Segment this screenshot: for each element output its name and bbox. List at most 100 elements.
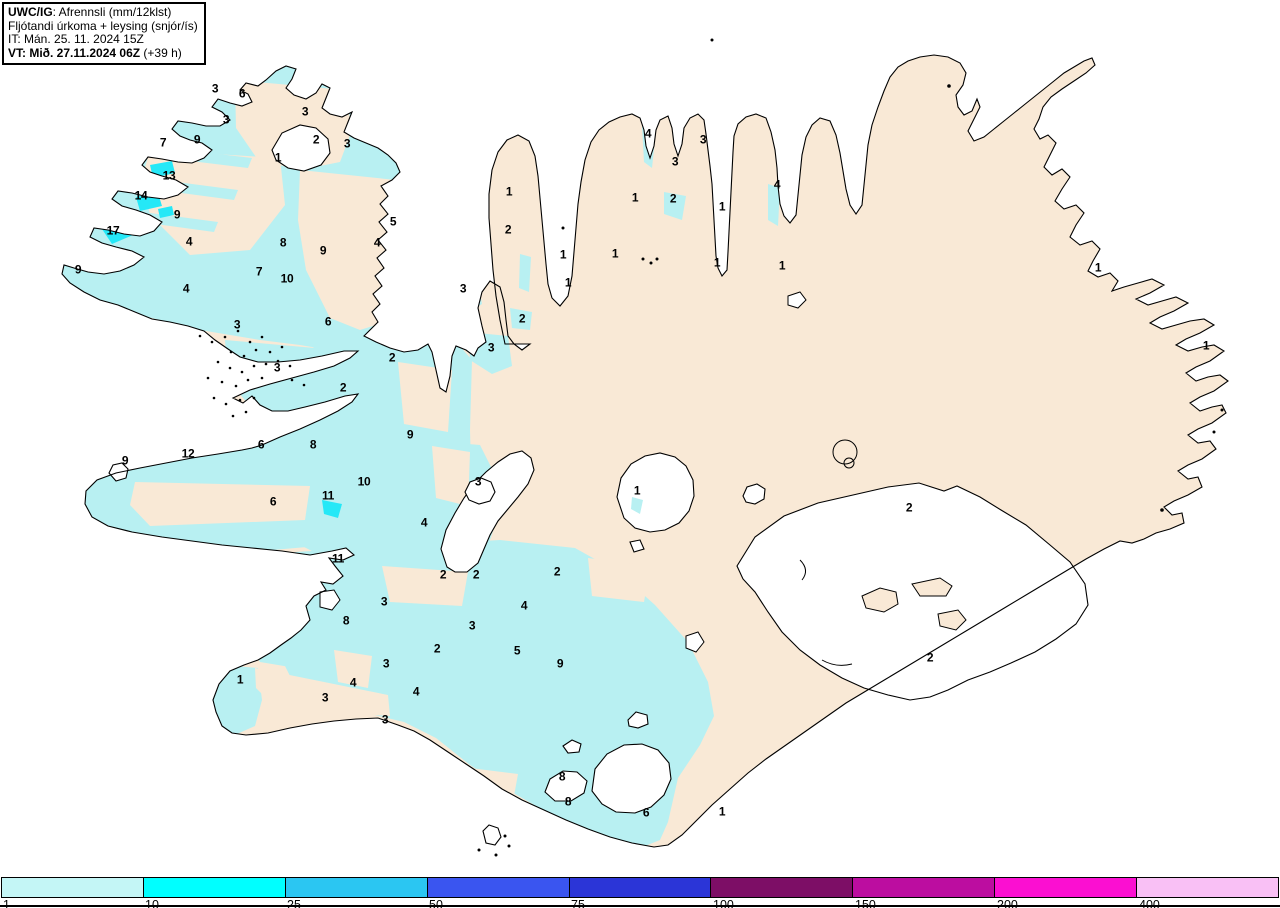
colorbar-segment [568, 877, 712, 898]
colorbar-segment [284, 877, 428, 898]
iceland-runoff-map [61, 38, 1229, 857]
map-value: 3 [301, 104, 309, 119]
map-value: 11 [321, 488, 335, 503]
terrain-detail-outlines [319, 291, 967, 666]
colorbar-tick-label: 100 [713, 898, 734, 908]
map-value: 9 [173, 207, 181, 222]
map-value: 8 [558, 769, 566, 784]
colorbar [1, 877, 1280, 898]
map-value: 1 [559, 247, 567, 262]
map-value: 1 [631, 190, 639, 205]
colorbar-segment [426, 877, 570, 898]
map-value: 9 [121, 453, 129, 468]
map-value: 6 [238, 86, 246, 101]
map-value: 8 [564, 794, 572, 809]
map-value: 2 [433, 641, 441, 656]
land-interior-patches [130, 80, 650, 796]
colorbar-labels: 1 10 25 50 75 100 150 200 400 [1, 898, 1279, 908]
map-value: 1 [778, 258, 786, 273]
map-value: 9 [319, 243, 327, 258]
forecast-info-box: UWC/IG: Afrennsli (mm/12klst) Fljótandi … [2, 2, 206, 65]
map-value: 6 [324, 314, 332, 329]
map-value: 3 [380, 594, 388, 609]
map-value: 12 [181, 446, 195, 461]
map-value: 2 [312, 132, 320, 147]
map-value: 1 [564, 275, 572, 290]
map-value: 1 [611, 246, 619, 261]
map-value: 4 [185, 234, 193, 249]
map-value: 3 [487, 340, 495, 355]
map-value: 1 [713, 255, 721, 270]
map-value: 2 [504, 222, 512, 237]
bottom-divider [0, 905, 1280, 907]
map-value: 3 [459, 281, 467, 296]
map-value: 2 [388, 350, 396, 365]
map-value: 3 [381, 712, 389, 727]
colorbar-tick-label: 75 [571, 898, 585, 908]
map-value: 9 [193, 132, 201, 147]
info-line-init-time: IT: Mán. 25. 11. 2024 15Z [8, 32, 144, 46]
colorbar-tick-label: 50 [429, 898, 443, 908]
map-value: 14 [134, 188, 148, 203]
colorbar-tick-label: 400 [1139, 898, 1160, 908]
map-value: 3 [468, 618, 476, 633]
info-line-valid-time: VT: Mið. 27.11.2024 06Z (+39 h) [8, 45, 182, 60]
colorbar-tick-label: 10 [145, 898, 159, 908]
map-value: 4 [520, 598, 528, 613]
colorbar-segment [1, 877, 144, 898]
map-value: 4 [349, 675, 357, 690]
map-value: 10 [357, 474, 371, 489]
colorbar-segment [994, 877, 1138, 898]
map-value: 2 [472, 567, 480, 582]
map-value: 8 [309, 437, 317, 452]
map-value: 9 [556, 656, 564, 671]
colorbar-tick-label: 200 [997, 898, 1018, 908]
map-value: 13 [162, 168, 176, 183]
map-value: 1 [1094, 260, 1102, 275]
map-value: 3 [699, 132, 707, 147]
map-value: 1 [274, 150, 282, 165]
colorbar-segment [1136, 877, 1280, 898]
colorbar-tick-label: 150 [855, 898, 876, 908]
map-value: 3 [671, 154, 679, 169]
map-value: 2 [553, 564, 561, 579]
map-value: 7 [159, 135, 167, 150]
map-value: 1 [236, 672, 244, 687]
colorbar-tick-label: 1 [3, 898, 10, 908]
colorbar-tick-label: 25 [287, 898, 301, 908]
map-value: 3 [273, 360, 281, 375]
map-value: 5 [389, 214, 397, 229]
map-value: 4 [420, 515, 428, 530]
map-value: 2 [339, 380, 347, 395]
map-value: 3 [382, 656, 390, 671]
map-value: 5 [513, 643, 521, 658]
colorbar-segment [142, 877, 286, 898]
map-value: 10 [280, 271, 294, 286]
map-value: 8 [342, 613, 350, 628]
map-value: 17 [106, 223, 120, 238]
map-value: 3 [343, 136, 351, 151]
map-value: 3 [321, 690, 329, 705]
map-value: 3 [233, 317, 241, 332]
map-value: 6 [269, 494, 277, 509]
map-value: 1 [505, 184, 513, 199]
map-value: 3 [474, 474, 482, 489]
map-value: 9 [74, 262, 82, 277]
map-value: 9 [406, 427, 414, 442]
map-value: 2 [669, 191, 677, 206]
glaciers [108, 124, 1089, 814]
map-value: 2 [518, 311, 526, 326]
info-line-parameter: Fljótandi úrkoma + leysing (snjór/ís) [8, 18, 198, 33]
islands [198, 38, 1224, 857]
map-value: 8 [279, 235, 287, 250]
map-value: 1 [718, 804, 726, 819]
map-value: 7 [255, 264, 263, 279]
map-value: 2 [439, 567, 447, 582]
colorbar-segment [852, 877, 996, 898]
map-value: 4 [644, 126, 652, 141]
map-value: 1 [1202, 338, 1210, 353]
map-value: 4 [373, 235, 381, 250]
map-value: 1 [718, 199, 726, 214]
map-value: 11 [331, 551, 345, 566]
